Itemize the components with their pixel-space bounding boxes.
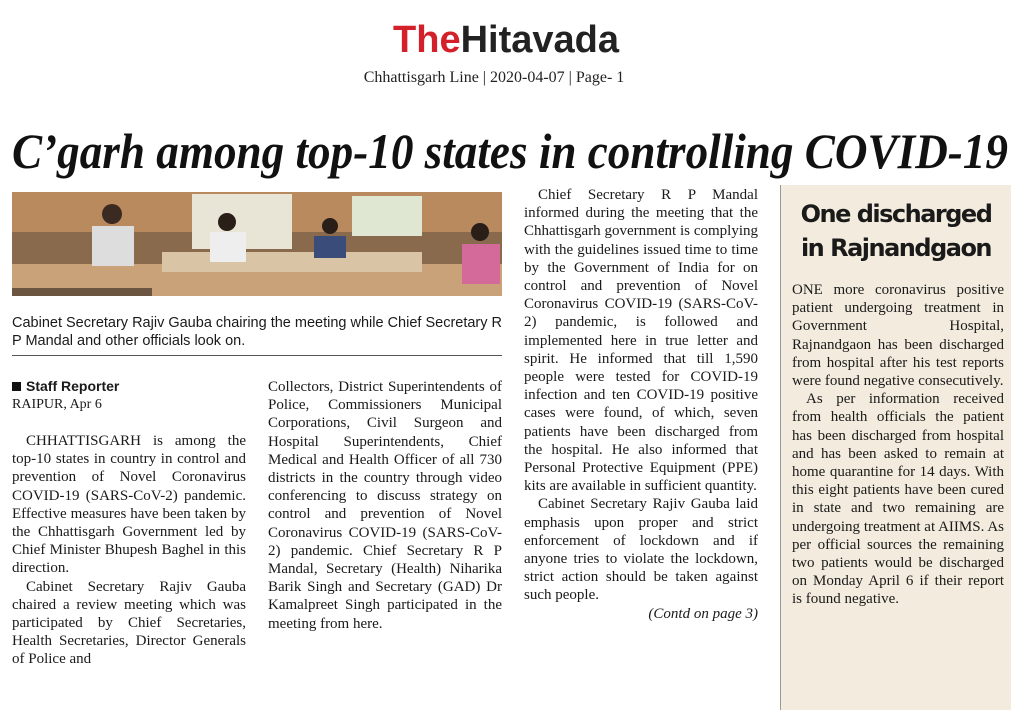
paragraph: Cabinet Secretary Rajiv Gauba chaired a … bbox=[12, 578, 246, 668]
column-1: CHHATTISGARH is among the top-10 states … bbox=[12, 432, 246, 669]
photo bbox=[12, 192, 502, 296]
paragraph: Collectors, District Superintendents of … bbox=[268, 379, 502, 632]
sidebar-body: ONE more coronavirus positive patient un… bbox=[792, 281, 1004, 609]
paragraph: ONE more coronavirus positive patient un… bbox=[792, 282, 1004, 390]
paragraph: Chief Secretary R P Mandal informed duri… bbox=[524, 187, 758, 495]
paragraph: Cabinet Secretary Rajiv Gauba laid empha… bbox=[524, 496, 758, 604]
byline-row: Staff Reporter bbox=[12, 378, 119, 394]
rule bbox=[12, 355, 502, 356]
dateline: RAIPUR, Apr 6 bbox=[12, 397, 102, 412]
paragraph: CHHATTISGARH is among the top-10 states … bbox=[12, 433, 246, 577]
headline: C’garh among top-10 states in controllin… bbox=[12, 123, 1008, 179]
column-3: Chief Secretary R P Mandal informed duri… bbox=[524, 186, 758, 623]
continuation: (Contd on page 3) bbox=[648, 605, 758, 622]
column-2: Collectors, District Superintendents of … bbox=[268, 378, 502, 633]
sidebar-title: One discharged in Rajnandgaon bbox=[800, 200, 993, 262]
masthead: TheHitavada Chhattisgarh Line | 2020-04-… bbox=[12, 19, 1008, 179]
logo-the: The bbox=[393, 19, 461, 61]
byline: Staff Reporter bbox=[26, 378, 120, 394]
edition-line: Chhattisgarh Line | 2020-04-07 | Page- 1 bbox=[364, 69, 625, 86]
paragraph: As per information received from health … bbox=[792, 391, 1004, 608]
logo: TheHitavada bbox=[393, 19, 620, 61]
photo-caption: Cabinet Secretary Rajiv Gauba chairing t… bbox=[12, 315, 503, 349]
logo-hitavada: Hitavada bbox=[461, 19, 620, 61]
sidebar: One discharged in Rajnandgaon ONE more c… bbox=[780, 185, 1011, 710]
